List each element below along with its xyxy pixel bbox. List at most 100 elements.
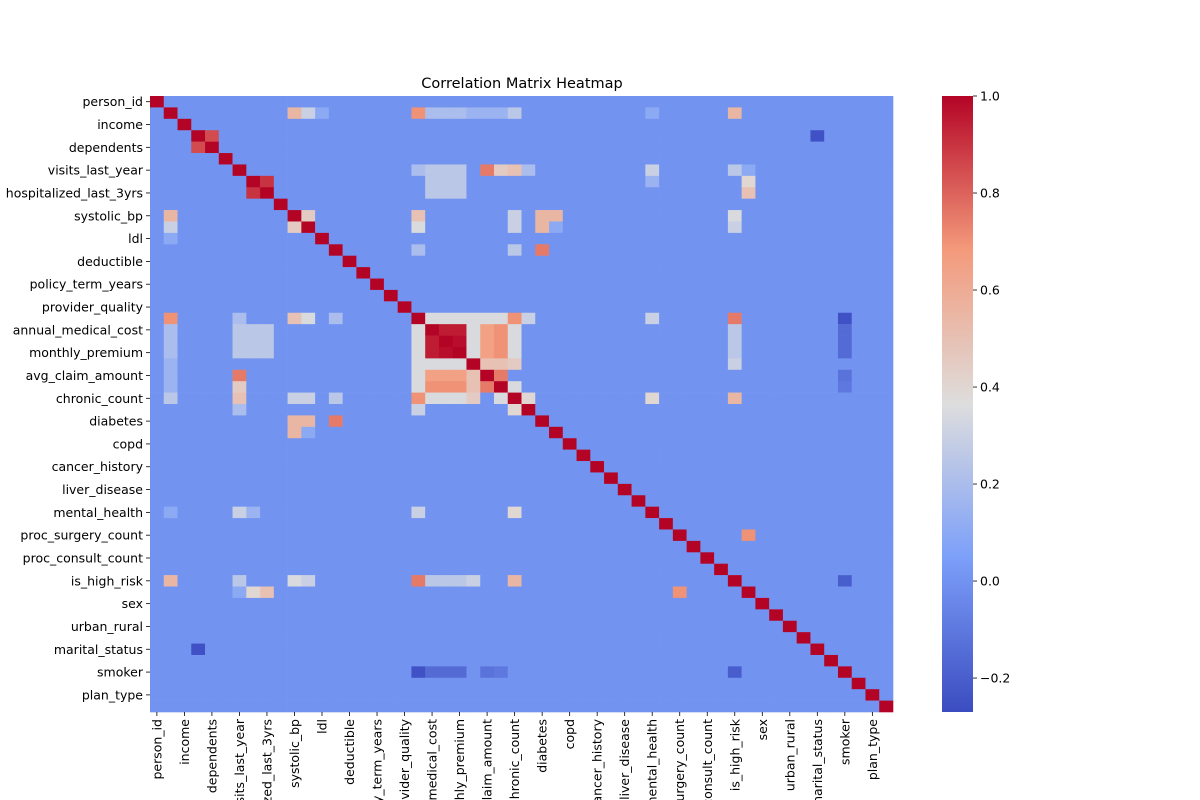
heatmap-cell (617, 130, 632, 142)
heatmap-cell (851, 449, 866, 462)
heatmap-cell (769, 438, 784, 450)
heatmap-cell (163, 495, 178, 507)
heatmap-cell (425, 346, 440, 359)
heatmap-cell (837, 518, 853, 530)
heatmap-cell (232, 187, 247, 199)
heatmap-cell (177, 404, 192, 416)
heatmap-cell (700, 426, 715, 439)
heatmap-cell (851, 632, 866, 644)
heatmap-cell (700, 677, 715, 690)
heatmap-cell (177, 153, 192, 165)
heatmap-cell (810, 609, 825, 622)
heatmap-cell (150, 96, 165, 108)
heatmap-cell (741, 96, 756, 108)
heatmap-cell (535, 141, 550, 154)
heatmap-cell (549, 335, 564, 348)
heatmap-cell (645, 164, 660, 177)
heatmap-cell (604, 358, 619, 371)
heatmap-cell (411, 677, 426, 690)
heatmap-cell (865, 324, 880, 336)
heatmap-cell (604, 210, 619, 222)
heatmap-cell (191, 346, 206, 359)
heatmap-cell (617, 529, 632, 542)
heatmap-cell (150, 449, 165, 462)
heatmap-cell (769, 461, 784, 473)
heatmap-cell (452, 278, 467, 291)
heatmap-cell (507, 449, 522, 462)
heatmap-cell (411, 96, 426, 108)
heatmap-cell (191, 529, 206, 542)
heatmap-cell (782, 289, 797, 302)
heatmap-cell (246, 255, 261, 268)
heatmap-cell (370, 289, 385, 302)
heatmap-cell (727, 107, 742, 120)
heatmap-cell (700, 620, 715, 633)
heatmap-cell (659, 426, 674, 439)
heatmap-cell (246, 210, 261, 222)
y-tick-label: systolic_bp (74, 208, 143, 223)
heatmap-cell (163, 381, 178, 393)
heatmap-cell (521, 335, 536, 348)
heatmap-cell (535, 563, 550, 576)
heatmap-cell (356, 324, 371, 336)
heatmap-cell (370, 700, 385, 713)
heatmap-cell (810, 586, 825, 599)
heatmap-cell (837, 130, 853, 142)
heatmap-cell (466, 335, 481, 348)
heatmap-cell (631, 107, 646, 120)
heatmap-cell (714, 483, 729, 496)
heatmap-cell (383, 689, 398, 701)
heatmap-cell (507, 210, 522, 222)
heatmap-cell (782, 654, 797, 667)
heatmap-cell (370, 130, 385, 142)
heatmap-cell (452, 415, 467, 428)
heatmap-cell (356, 438, 371, 450)
heatmap-cell (879, 289, 894, 302)
heatmap-cell (727, 210, 742, 222)
heatmap-cell (150, 597, 165, 610)
heatmap-cell (301, 267, 316, 279)
heatmap-cell (865, 175, 880, 188)
heatmap-cell (466, 301, 481, 314)
heatmap-cell (493, 586, 509, 599)
heatmap-cell (535, 175, 550, 188)
heatmap-cell (714, 597, 729, 610)
heatmap-cell (260, 232, 275, 245)
heatmap-cell (287, 677, 302, 690)
heatmap-cell (535, 666, 550, 679)
heatmap-cell (810, 381, 825, 393)
heatmap-cell (865, 620, 880, 633)
heatmap-cell (617, 563, 632, 576)
heatmap-cell (493, 677, 509, 690)
heatmap-cell (425, 643, 440, 656)
heatmap-cell (700, 392, 715, 405)
heatmap-cell (205, 518, 220, 530)
heatmap-cell (438, 426, 454, 439)
heatmap-cell (438, 689, 454, 701)
heatmap-cell (824, 540, 839, 553)
heatmap-cell (824, 643, 839, 656)
heatmap-cell (411, 495, 426, 507)
heatmap-cell (535, 118, 550, 131)
heatmap-cell (879, 335, 894, 348)
heatmap-cell (260, 346, 275, 359)
heatmap-cell (177, 415, 192, 428)
heatmap-cell (342, 244, 357, 257)
heatmap-cell (205, 289, 220, 302)
heatmap-cell (576, 666, 591, 679)
heatmap-cell (741, 232, 756, 245)
heatmap-cell (507, 563, 522, 576)
heatmap-cell (851, 358, 866, 371)
colorbar-tick-label: 1.0 (980, 89, 1000, 104)
heatmap-cell (150, 141, 165, 154)
heatmap-cell (191, 381, 206, 393)
heatmap-cell (150, 244, 165, 257)
heatmap-cell (714, 472, 729, 485)
heatmap-cell (769, 267, 784, 279)
heatmap-cell (438, 461, 454, 473)
heatmap-cell (879, 312, 894, 325)
heatmap-cell (438, 118, 454, 131)
heatmap-cell (727, 597, 742, 610)
heatmap-cell (851, 198, 866, 211)
heatmap-cell (411, 518, 426, 530)
